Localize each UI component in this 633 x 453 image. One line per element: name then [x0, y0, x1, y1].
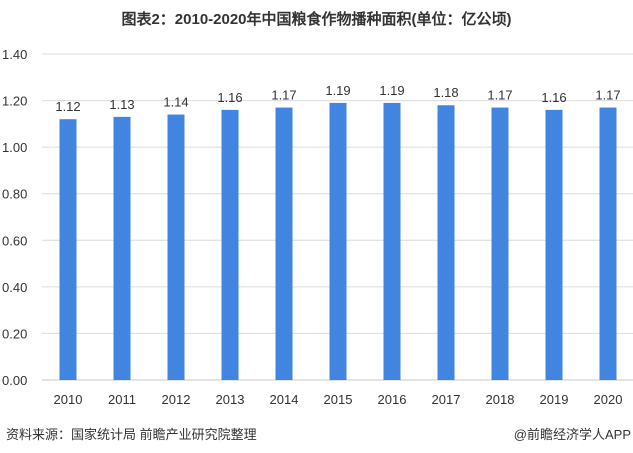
bar	[167, 114, 185, 381]
x-tick-label: 2014	[270, 392, 299, 407]
data-label: 1.12	[55, 99, 80, 114]
y-tick-label: 0.00	[2, 373, 27, 388]
x-tick-label: 2015	[324, 392, 353, 407]
y-tick-label: 0.40	[2, 280, 27, 295]
bar	[113, 116, 131, 380]
bar-chart: 0.00 0.20 0.40 0.60 0.80 1.00 1.20 1.40 1.12 2010…	[2, 47, 633, 407]
y-tick-label: 1.00	[2, 140, 27, 155]
bar	[383, 102, 401, 381]
bar	[437, 105, 455, 380]
data-label: 1.19	[379, 83, 404, 98]
data-label: 1.17	[271, 88, 296, 103]
x-tick-label: 2017	[432, 392, 461, 407]
bar	[329, 102, 347, 381]
data-label: 1.18	[433, 85, 458, 100]
x-tick-label: 2018	[486, 392, 515, 407]
y-tick-label: 1.40	[2, 47, 27, 62]
data-label: 1.13	[109, 97, 134, 112]
data-label: 1.17	[595, 88, 620, 103]
bar	[59, 119, 77, 380]
bar	[221, 109, 239, 380]
data-label: 1.16	[541, 90, 566, 105]
data-label: 1.19	[325, 83, 350, 98]
x-tick-label: 2013	[216, 392, 245, 407]
x-tick-label: 2016	[378, 392, 407, 407]
x-tick-label: 2020	[594, 392, 623, 407]
x-tick-label: 2010	[54, 392, 83, 407]
y-tick-label: 0.20	[2, 326, 27, 341]
brand-credit: @前瞻经济学人APP	[513, 427, 631, 442]
x-tick-label: 2019	[540, 392, 569, 407]
chart-title: 图表2：2010-2020年中国粮食作物播种面积(单位：亿公顷)	[121, 11, 512, 28]
bar	[491, 107, 509, 381]
x-tick-label: 2012	[162, 392, 191, 407]
bar	[545, 109, 563, 380]
y-tick-label: 0.60	[2, 233, 27, 248]
data-label: 1.16	[217, 90, 242, 105]
x-tick-label: 2011	[108, 392, 136, 407]
bar	[599, 107, 617, 381]
data-label: 1.14	[163, 95, 188, 110]
source-note: 资料来源：国家统计局 前瞻产业研究院整理	[6, 427, 257, 442]
bar	[275, 107, 293, 381]
data-label: 1.17	[487, 88, 512, 103]
y-tick-label: 1.20	[2, 94, 27, 109]
y-tick-label: 0.80	[2, 187, 27, 202]
